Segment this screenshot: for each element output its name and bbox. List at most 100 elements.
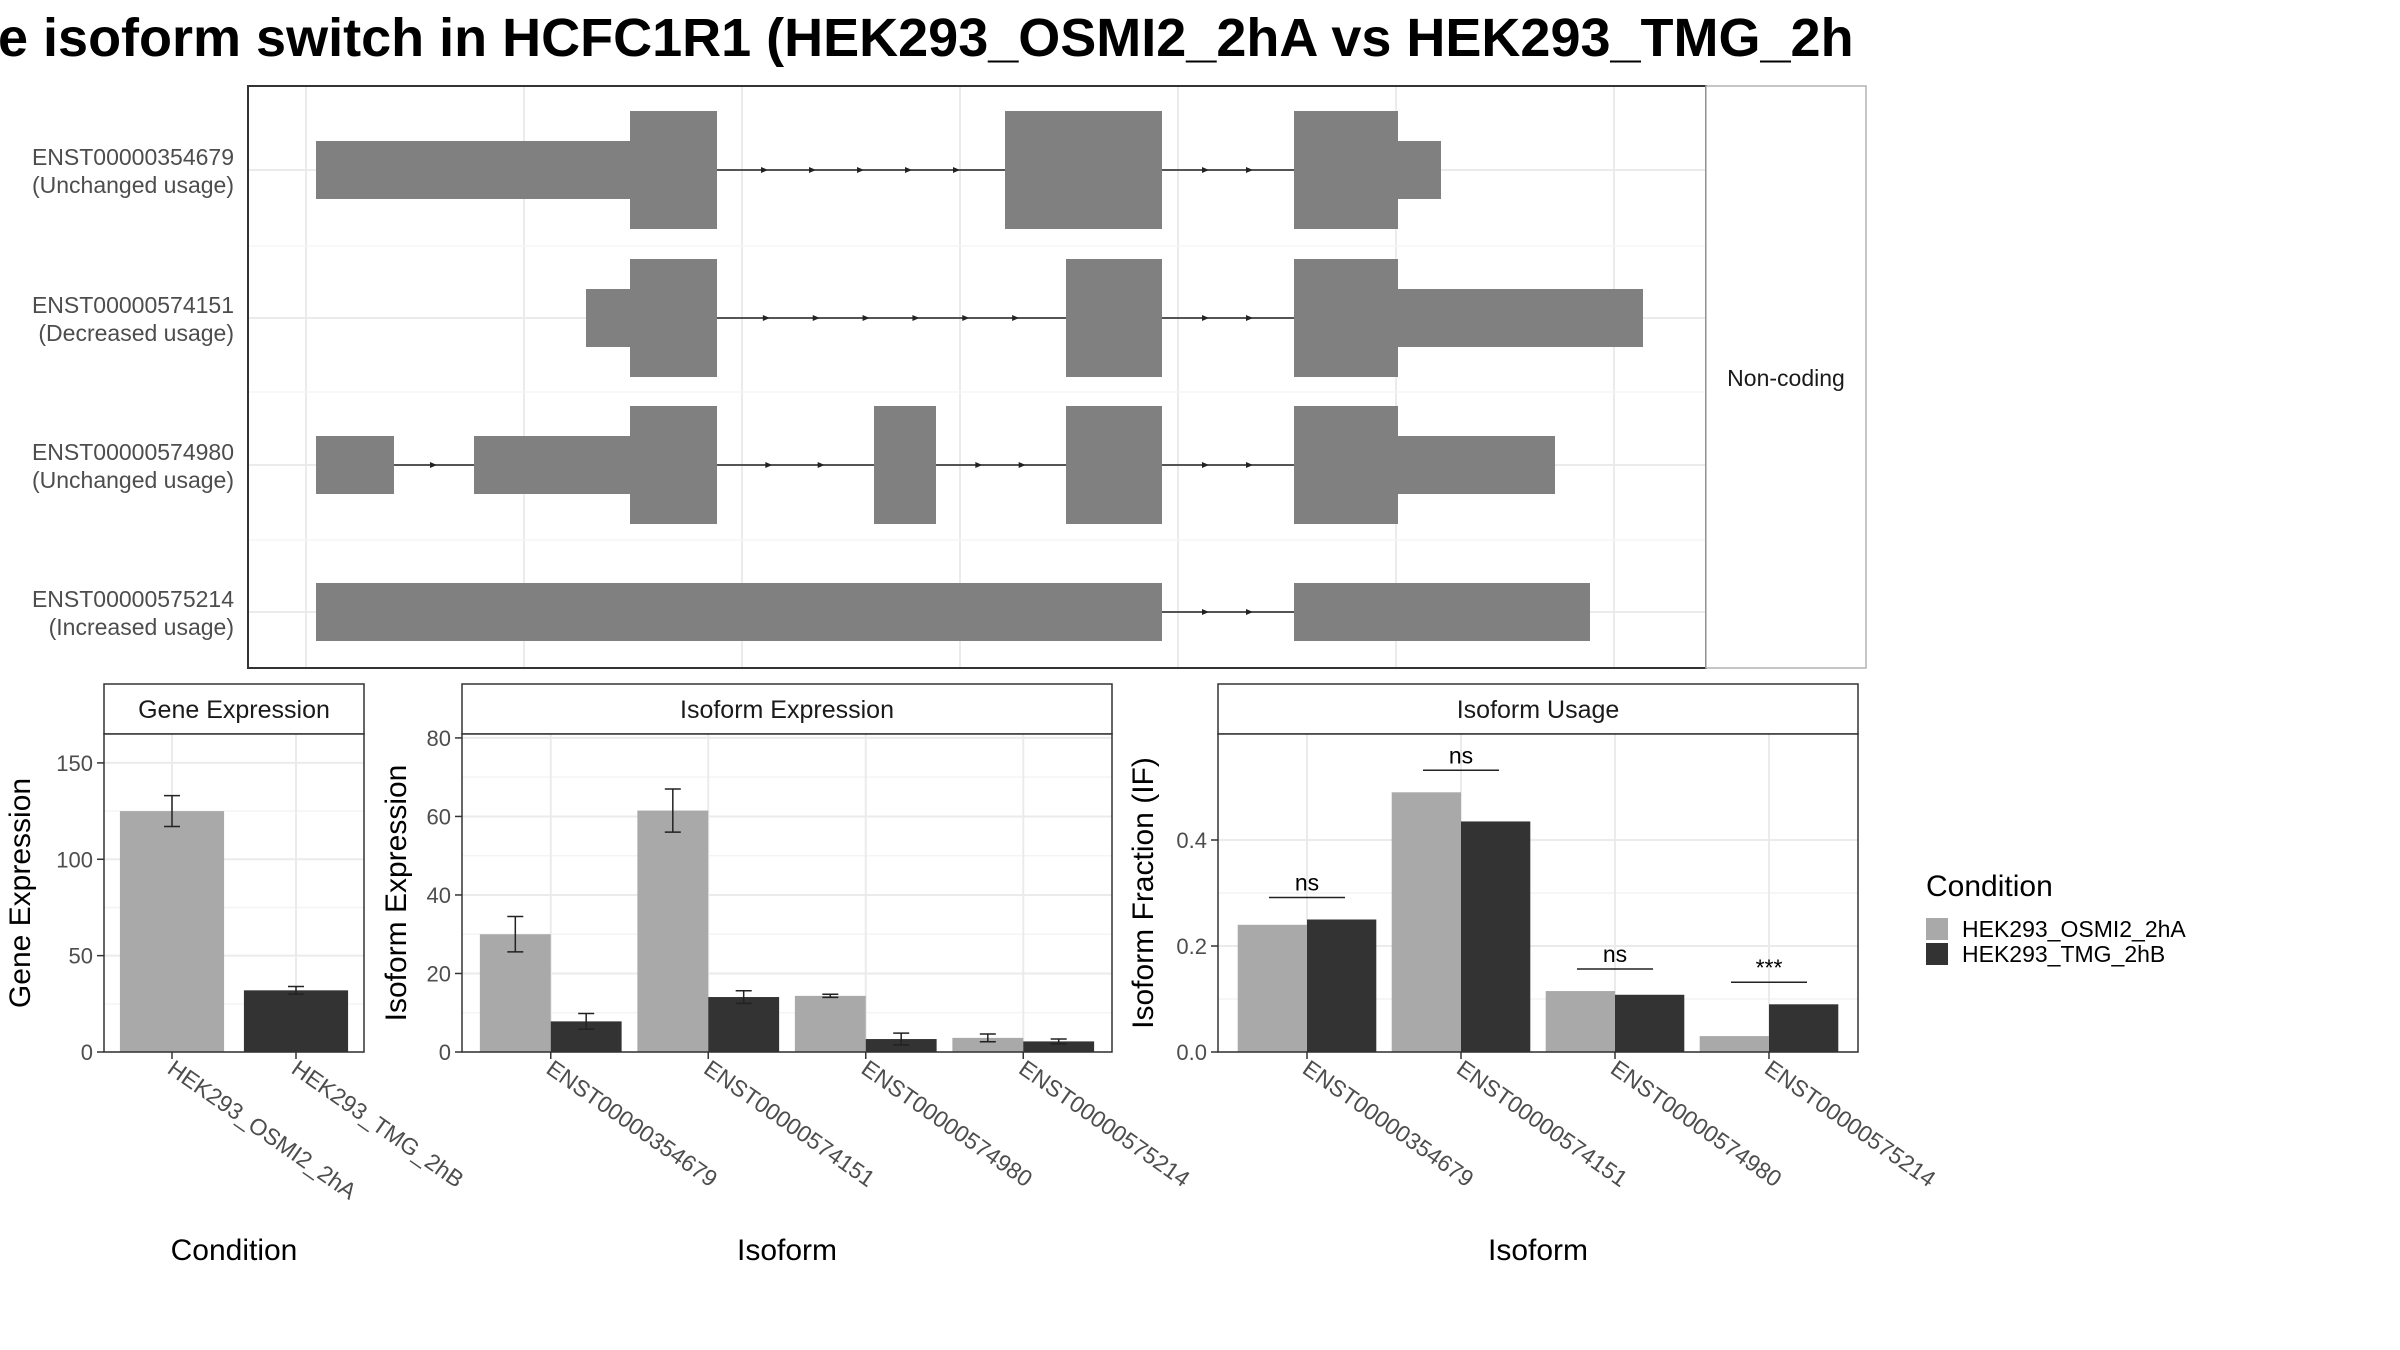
- coding-exon-block: [1005, 111, 1162, 229]
- intron-direction-arrow: [761, 167, 768, 173]
- error-bar: [507, 915, 524, 953]
- bar: [243, 990, 349, 1052]
- x-tick-label: ENST00000575214: [1760, 1055, 1941, 1192]
- legend-swatch: [1926, 918, 1948, 940]
- y-axis-title: Gene Expression: [4, 778, 37, 1008]
- intron-direction-arrow: [857, 167, 864, 173]
- y-tick-label: 60: [427, 804, 451, 829]
- intron-direction-arrow: [862, 315, 870, 321]
- panel-strip-label: Gene Expression: [138, 696, 330, 724]
- panel-frame: [461, 733, 1113, 1053]
- utr-exon-block: [1398, 141, 1441, 199]
- bar: [637, 810, 709, 1052]
- x-axis-title: Isoform: [737, 1234, 837, 1267]
- y-tick-label: 0.2: [1176, 934, 1207, 959]
- intron-direction-arrow: [762, 315, 770, 321]
- intron-direction-arrow: [817, 462, 825, 468]
- significance-label: ns: [1295, 870, 1319, 896]
- transcript-id-label: ENST00000575214: [32, 586, 234, 612]
- figure-title: e isoform switch in HCFC1R1 (HEK293_OSMI…: [0, 8, 1854, 68]
- intron-direction-arrow: [1012, 315, 1020, 321]
- x-tick-label: ENST00000575214: [1014, 1055, 1195, 1192]
- coding-exon-block: [630, 111, 717, 229]
- panel-strip: [103, 683, 365, 735]
- intron-direction-arrow: [1202, 609, 1209, 615]
- x-tick-label: ENST00000574980: [857, 1055, 1037, 1192]
- intron-direction-arrow: [809, 167, 816, 173]
- transcript-id-label: ENST00000574151: [32, 292, 234, 318]
- y-tick-label: 0.0: [1176, 1040, 1207, 1065]
- utr-exon-block: [1398, 436, 1555, 494]
- facet-strip: [1705, 85, 1867, 669]
- error-bar: [1050, 1038, 1067, 1045]
- significance-label: ns: [1603, 941, 1627, 967]
- bar: [119, 811, 225, 1052]
- utr-exon-block: [1294, 583, 1590, 641]
- bar: [1307, 919, 1377, 1052]
- significance-label: ***: [1756, 954, 1783, 980]
- error-bar: [288, 985, 304, 995]
- x-tick-label: ENST00000354679: [542, 1055, 722, 1192]
- intron-direction-arrow: [1246, 315, 1253, 321]
- y-tick-label: 0: [439, 1040, 451, 1065]
- error-bar: [735, 990, 752, 1005]
- transcript-usage-label: (Unchanged usage): [32, 467, 234, 493]
- intron-direction-arrow: [1202, 462, 1209, 468]
- utr-exon-block: [474, 436, 630, 494]
- bar: [952, 1037, 1024, 1052]
- intron-direction-arrow: [1202, 315, 1209, 321]
- y-tick-label: 0: [81, 1040, 93, 1065]
- intron-direction-arrow: [1246, 167, 1253, 173]
- bar: [1023, 1041, 1095, 1052]
- bar: [1237, 924, 1307, 1052]
- bar: [1461, 821, 1531, 1052]
- y-tick-label: 100: [56, 847, 93, 872]
- utr-exon-block: [316, 583, 1162, 641]
- legend-label: HEK293_OSMI2_2hA: [1962, 916, 2186, 942]
- intron-direction-arrow: [1202, 167, 1209, 173]
- y-tick-label: 40: [427, 883, 451, 908]
- intron-direction-arrow: [962, 315, 970, 321]
- coding-exon-block: [1294, 406, 1398, 524]
- coding-exon-block: [1294, 111, 1398, 229]
- significance-label: ns: [1449, 742, 1473, 768]
- utr-exon-block: [316, 436, 394, 494]
- plot-background: [462, 734, 1112, 1052]
- x-tick-label: ENST00000574151: [699, 1055, 879, 1192]
- y-tick-label: 20: [427, 961, 451, 986]
- panel-strip: [461, 683, 1113, 735]
- bar: [1769, 1004, 1839, 1052]
- bar: [708, 997, 780, 1052]
- transcript-usage-label: (Increased usage): [49, 614, 234, 640]
- intron-direction-arrow: [975, 462, 983, 468]
- intron-direction-arrow: [1246, 609, 1253, 615]
- transcript-usage-label: (Unchanged usage): [32, 172, 234, 198]
- bar: [1391, 792, 1461, 1052]
- panel-strip-label: Isoform Expression: [680, 696, 894, 724]
- y-axis-title: Isoform Expression: [380, 765, 413, 1022]
- coding-exon-block: [630, 259, 717, 377]
- coding-exon-block: [1066, 406, 1162, 524]
- panel-frame: [103, 733, 365, 1053]
- isoform-expression-panel: Isoform Expression 0 20 40 60 80 ENST000003546…: [380, 683, 1195, 1267]
- utr-exon-block: [586, 289, 630, 347]
- transcript-id-label: ENST00000354679: [32, 144, 234, 170]
- legend-swatch: [1926, 943, 1948, 965]
- isoform-usage-panel: Isoform Usage 0.0 0.2 0.4 ns ns ns *** ENST00000…: [1127, 683, 1941, 1267]
- legend-title: Condition: [1926, 870, 2053, 903]
- bar: [794, 995, 866, 1052]
- x-axis-title: Isoform: [1488, 1234, 1588, 1267]
- coding-exon-block: [1066, 259, 1162, 377]
- error-bar: [578, 1012, 595, 1030]
- error-bar: [164, 794, 180, 828]
- utr-exon-block: [1398, 289, 1643, 347]
- bar: [479, 934, 551, 1052]
- intron-direction-arrow: [1018, 462, 1026, 468]
- x-axis-title: Condition: [171, 1234, 298, 1267]
- error-bar: [893, 1032, 910, 1046]
- intron-direction-arrow: [430, 462, 437, 468]
- transcript-id-label: ENST00000574980: [32, 439, 234, 465]
- transcript-structure-panel: ENST00000354679(Unchanged usage)ENST0000…: [32, 85, 1867, 669]
- coding-exon-block: [1294, 259, 1398, 377]
